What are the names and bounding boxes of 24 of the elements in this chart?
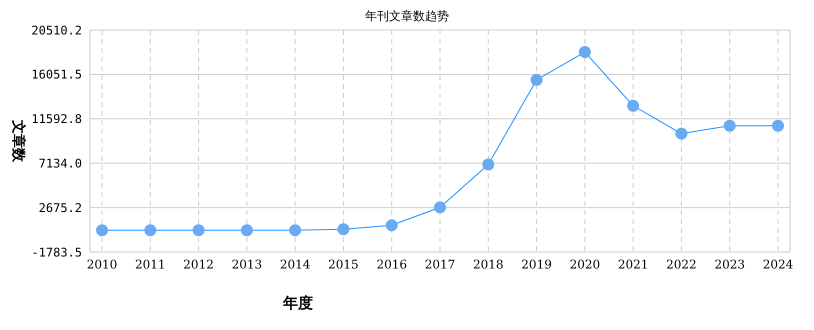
x-axis-title: 年度 <box>282 294 314 313</box>
y-axis-title: 文章数 <box>9 119 27 164</box>
x-tick-label: 2017 <box>424 258 456 272</box>
x-tick-label: 2024 <box>762 258 794 272</box>
y-tick-label: 16051.5 <box>31 68 82 82</box>
x-tick-label: 2014 <box>280 258 311 272</box>
x-tick-label: 2019 <box>521 258 552 272</box>
x-tick-label: 2020 <box>570 258 600 272</box>
x-tick-label: 2015 <box>328 258 359 272</box>
x-tick-label: 2011 <box>135 258 166 272</box>
x-tick-label: 2021 <box>618 258 648 272</box>
x-tick-label: 2013 <box>232 258 262 272</box>
chart-title: 年刊文章数趋势 <box>364 8 450 25</box>
y-tick-label: 7134.0 <box>38 156 82 170</box>
y-tick-label: -1783.5 <box>31 245 82 260</box>
x-tick-label: 2023 <box>714 258 745 272</box>
y-tick-label: 11592.8 <box>31 112 82 126</box>
y-tick-label: 20510.2 <box>31 23 82 38</box>
x-tick-label: 2016 <box>376 258 407 272</box>
x-tick-label: 2018 <box>473 258 504 272</box>
y-tick-label: 2675.2 <box>38 200 82 215</box>
x-tick-label: 2012 <box>183 258 214 272</box>
x-tick-label: 2022 <box>666 258 697 272</box>
x-tick-label: 2010 <box>86 258 118 272</box>
